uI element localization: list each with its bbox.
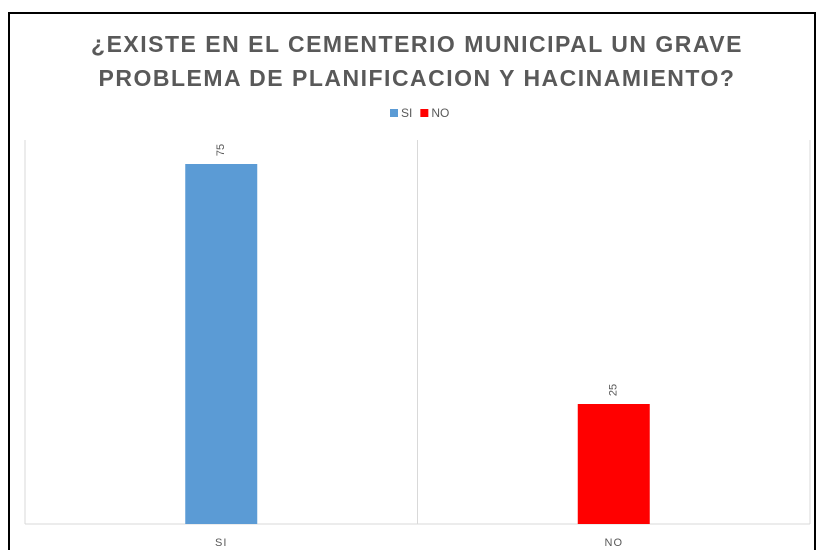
- data-label: 75: [215, 144, 227, 156]
- x-tick-label: NO: [605, 537, 624, 549]
- chart-title: ¿EXISTE EN EL CEMENTERIO MUNICIPAL UN GR…: [91, 31, 743, 57]
- x-tick-label: SI: [215, 537, 227, 549]
- legend-label: NO: [431, 106, 449, 120]
- bar: [577, 404, 650, 524]
- data-label: 25: [608, 384, 620, 396]
- chart-border: [8, 12, 816, 550]
- bar: [185, 164, 258, 524]
- legend-label: SI: [401, 106, 412, 120]
- chart-title: PROBLEMA DE PLANIFICACION Y HACINAMIENTO…: [99, 65, 736, 91]
- legend-swatch: [390, 109, 398, 117]
- legend-swatch: [420, 109, 429, 117]
